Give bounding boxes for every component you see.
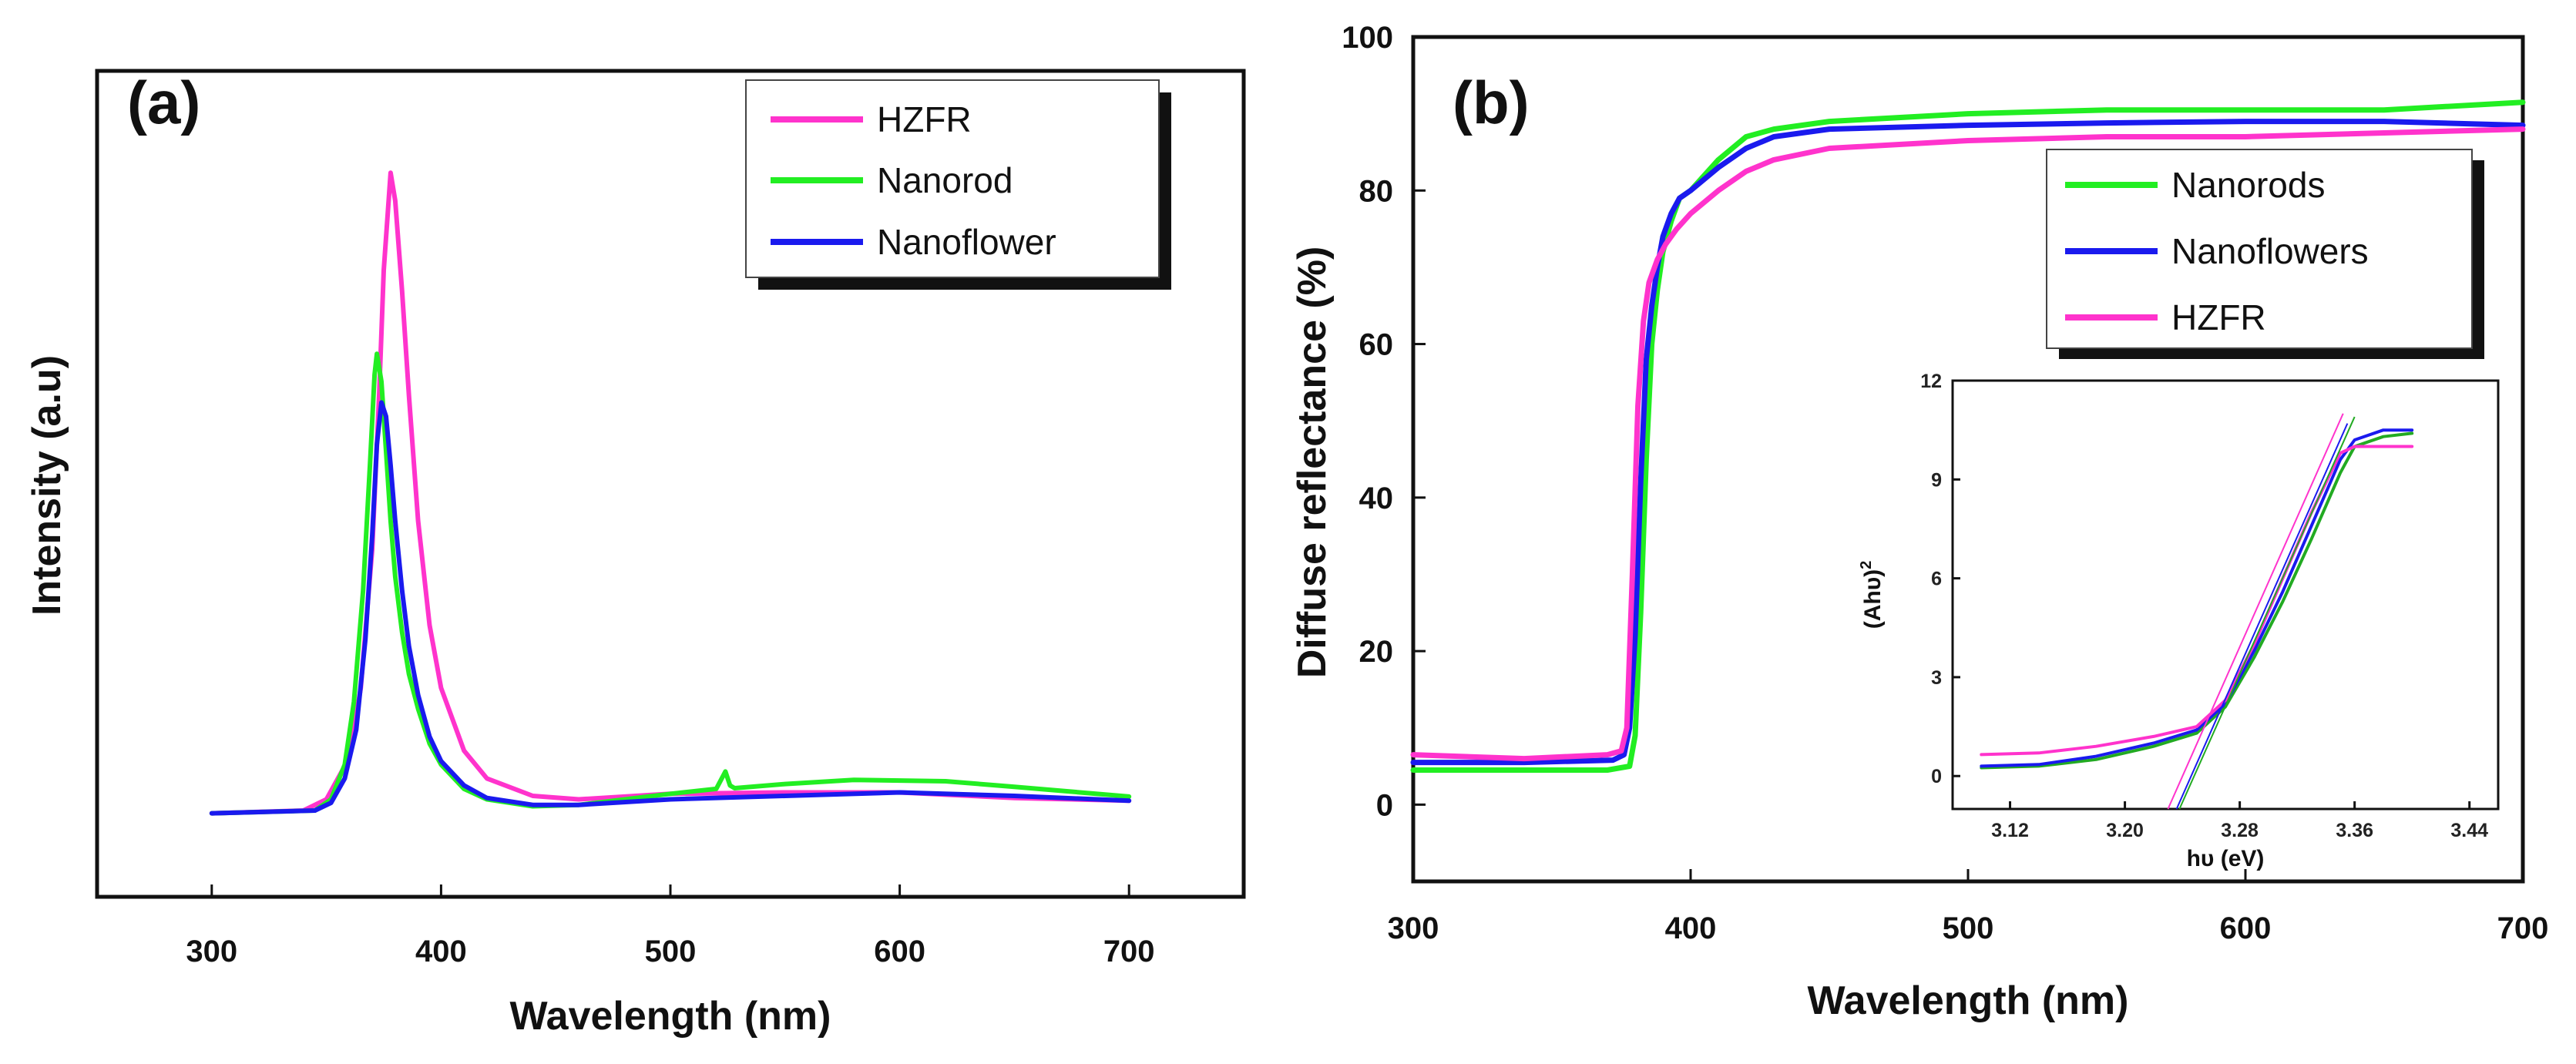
panel-a-series <box>209 170 1132 816</box>
inset-y-axis-title-sup: 2 <box>1858 561 1875 569</box>
legend-label-nanorod: Nanorod <box>877 160 1013 200</box>
panel-a-x-tick-label: 500 <box>645 935 697 968</box>
panel-b-x-tick-label: 400 <box>1665 911 1717 945</box>
panel-a-x-axis-title: Wavelength (nm) <box>510 994 831 1039</box>
inset-hzfr-fit-line <box>2167 413 2344 810</box>
panel-a-x-tick-label: 700 <box>1103 935 1155 968</box>
panel-a-label: (a) <box>127 69 200 136</box>
panel-a-x-tick-label: 400 <box>415 935 467 968</box>
legend-label-nanoflowers: Nanoflowers <box>2171 231 2369 271</box>
legend-label-nanorods: Nanorods <box>2171 165 2325 205</box>
panel-b-series-nanoflowers <box>1410 119 2526 766</box>
panel-b-x-tick-label: 600 <box>2220 911 2272 945</box>
inset-y-tick-label: 3 <box>1931 667 1942 689</box>
inset-series <box>1980 428 2414 770</box>
inset-y-tick-label: 6 <box>1931 569 1942 590</box>
panel-b-x-tick-label: 500 <box>1943 911 1994 945</box>
inset-x-tick-label: 3.20 <box>2106 820 2144 841</box>
inset-nanoflowers-fit-line <box>2175 423 2349 810</box>
panel-b-x-ticks: 300 400 500 600 700 <box>1388 869 2549 945</box>
panel-b-x-tick-label: 700 <box>2497 911 2549 945</box>
panel-b-y-tick-label: 60 <box>1359 328 1394 362</box>
panel-a: (a) 300 400 500 600 700 Wavelength (nm) Inte… <box>25 69 1246 1039</box>
inset-x-tick-label: 3.36 <box>2336 820 2373 841</box>
panel-b-series <box>1410 99 2526 773</box>
panel-b-y-tick-label: 20 <box>1359 635 1394 669</box>
panel-a-y-axis-title: Intensity (a.u) <box>25 355 69 616</box>
inset-nanorods-fit-line <box>2178 416 2356 810</box>
panel-a-x-tick-label: 300 <box>186 935 237 968</box>
panel-a-legend: HZFR Nanorod Nanoflower <box>745 79 1171 290</box>
legend-label-hzfr: HZFR <box>2171 297 2266 337</box>
inset-series-hzfr <box>1980 445 2414 757</box>
panel-b-y-tick-label: 100 <box>1342 21 1393 55</box>
inset-y-ticks: 0 3 6 9 12 <box>1920 371 1960 787</box>
panel-a-series-nanorod <box>209 351 1132 816</box>
inset-x-ticks: 3.12 3.20 3.28 3.36 3.44 <box>1991 801 2488 841</box>
inset-y-tick-label: 0 <box>1931 766 1942 787</box>
panel-b-y-ticks: 0 20 40 60 80 100 <box>1342 21 1426 822</box>
inset-plot-frame <box>1951 379 2500 811</box>
inset-y-axis-title: (Ahυ)2 <box>1858 561 1886 629</box>
panel-b-label: (b) <box>1453 69 1530 136</box>
panel-a-x-ticks: 300 400 500 600 700 <box>186 884 1155 968</box>
inset-y-tick-label: 12 <box>1920 371 1942 392</box>
inset-x-axis-title: hυ (eV) <box>2187 846 2265 871</box>
panel-b-y-axis-title: Diffuse reflectance (%) <box>1290 247 1335 679</box>
panel-a-x-tick-label: 600 <box>874 935 925 968</box>
panel-b-y-tick-label: 0 <box>1376 788 1393 822</box>
panel-b-series-hzfr <box>1410 126 2526 762</box>
legend-label-hzfr: HZFR <box>877 99 972 139</box>
panel-b-legend: Nanorods Nanoflowers HZFR <box>2046 149 2484 359</box>
panel-b-y-tick-label: 80 <box>1359 174 1394 208</box>
panel-b-inset: 3.12 3.20 3.28 3.36 3.44 0 3 6 9 12 hυ (eV) (Ahυ… <box>1858 371 2500 871</box>
panel-b-y-tick-label: 40 <box>1359 482 1394 515</box>
panel-b-x-tick-label: 300 <box>1388 911 1439 945</box>
inset-series-nanoflowers <box>1980 428 2414 768</box>
inset-x-tick-label: 3.44 <box>2450 820 2488 841</box>
panel-a-series-nanoflower <box>209 400 1132 816</box>
legend-label-nanoflower: Nanoflower <box>877 222 1056 262</box>
inset-x-tick-label: 3.12 <box>1991 820 2029 841</box>
inset-y-axis-title-base: (Ahυ) <box>1860 569 1886 629</box>
inset-x-tick-label: 3.28 <box>2221 820 2259 841</box>
panel-b-x-axis-title: Wavelength (nm) <box>1808 978 2129 1023</box>
inset-y-tick-label: 9 <box>1931 469 1942 491</box>
inset-fit-lines <box>2167 413 2356 810</box>
